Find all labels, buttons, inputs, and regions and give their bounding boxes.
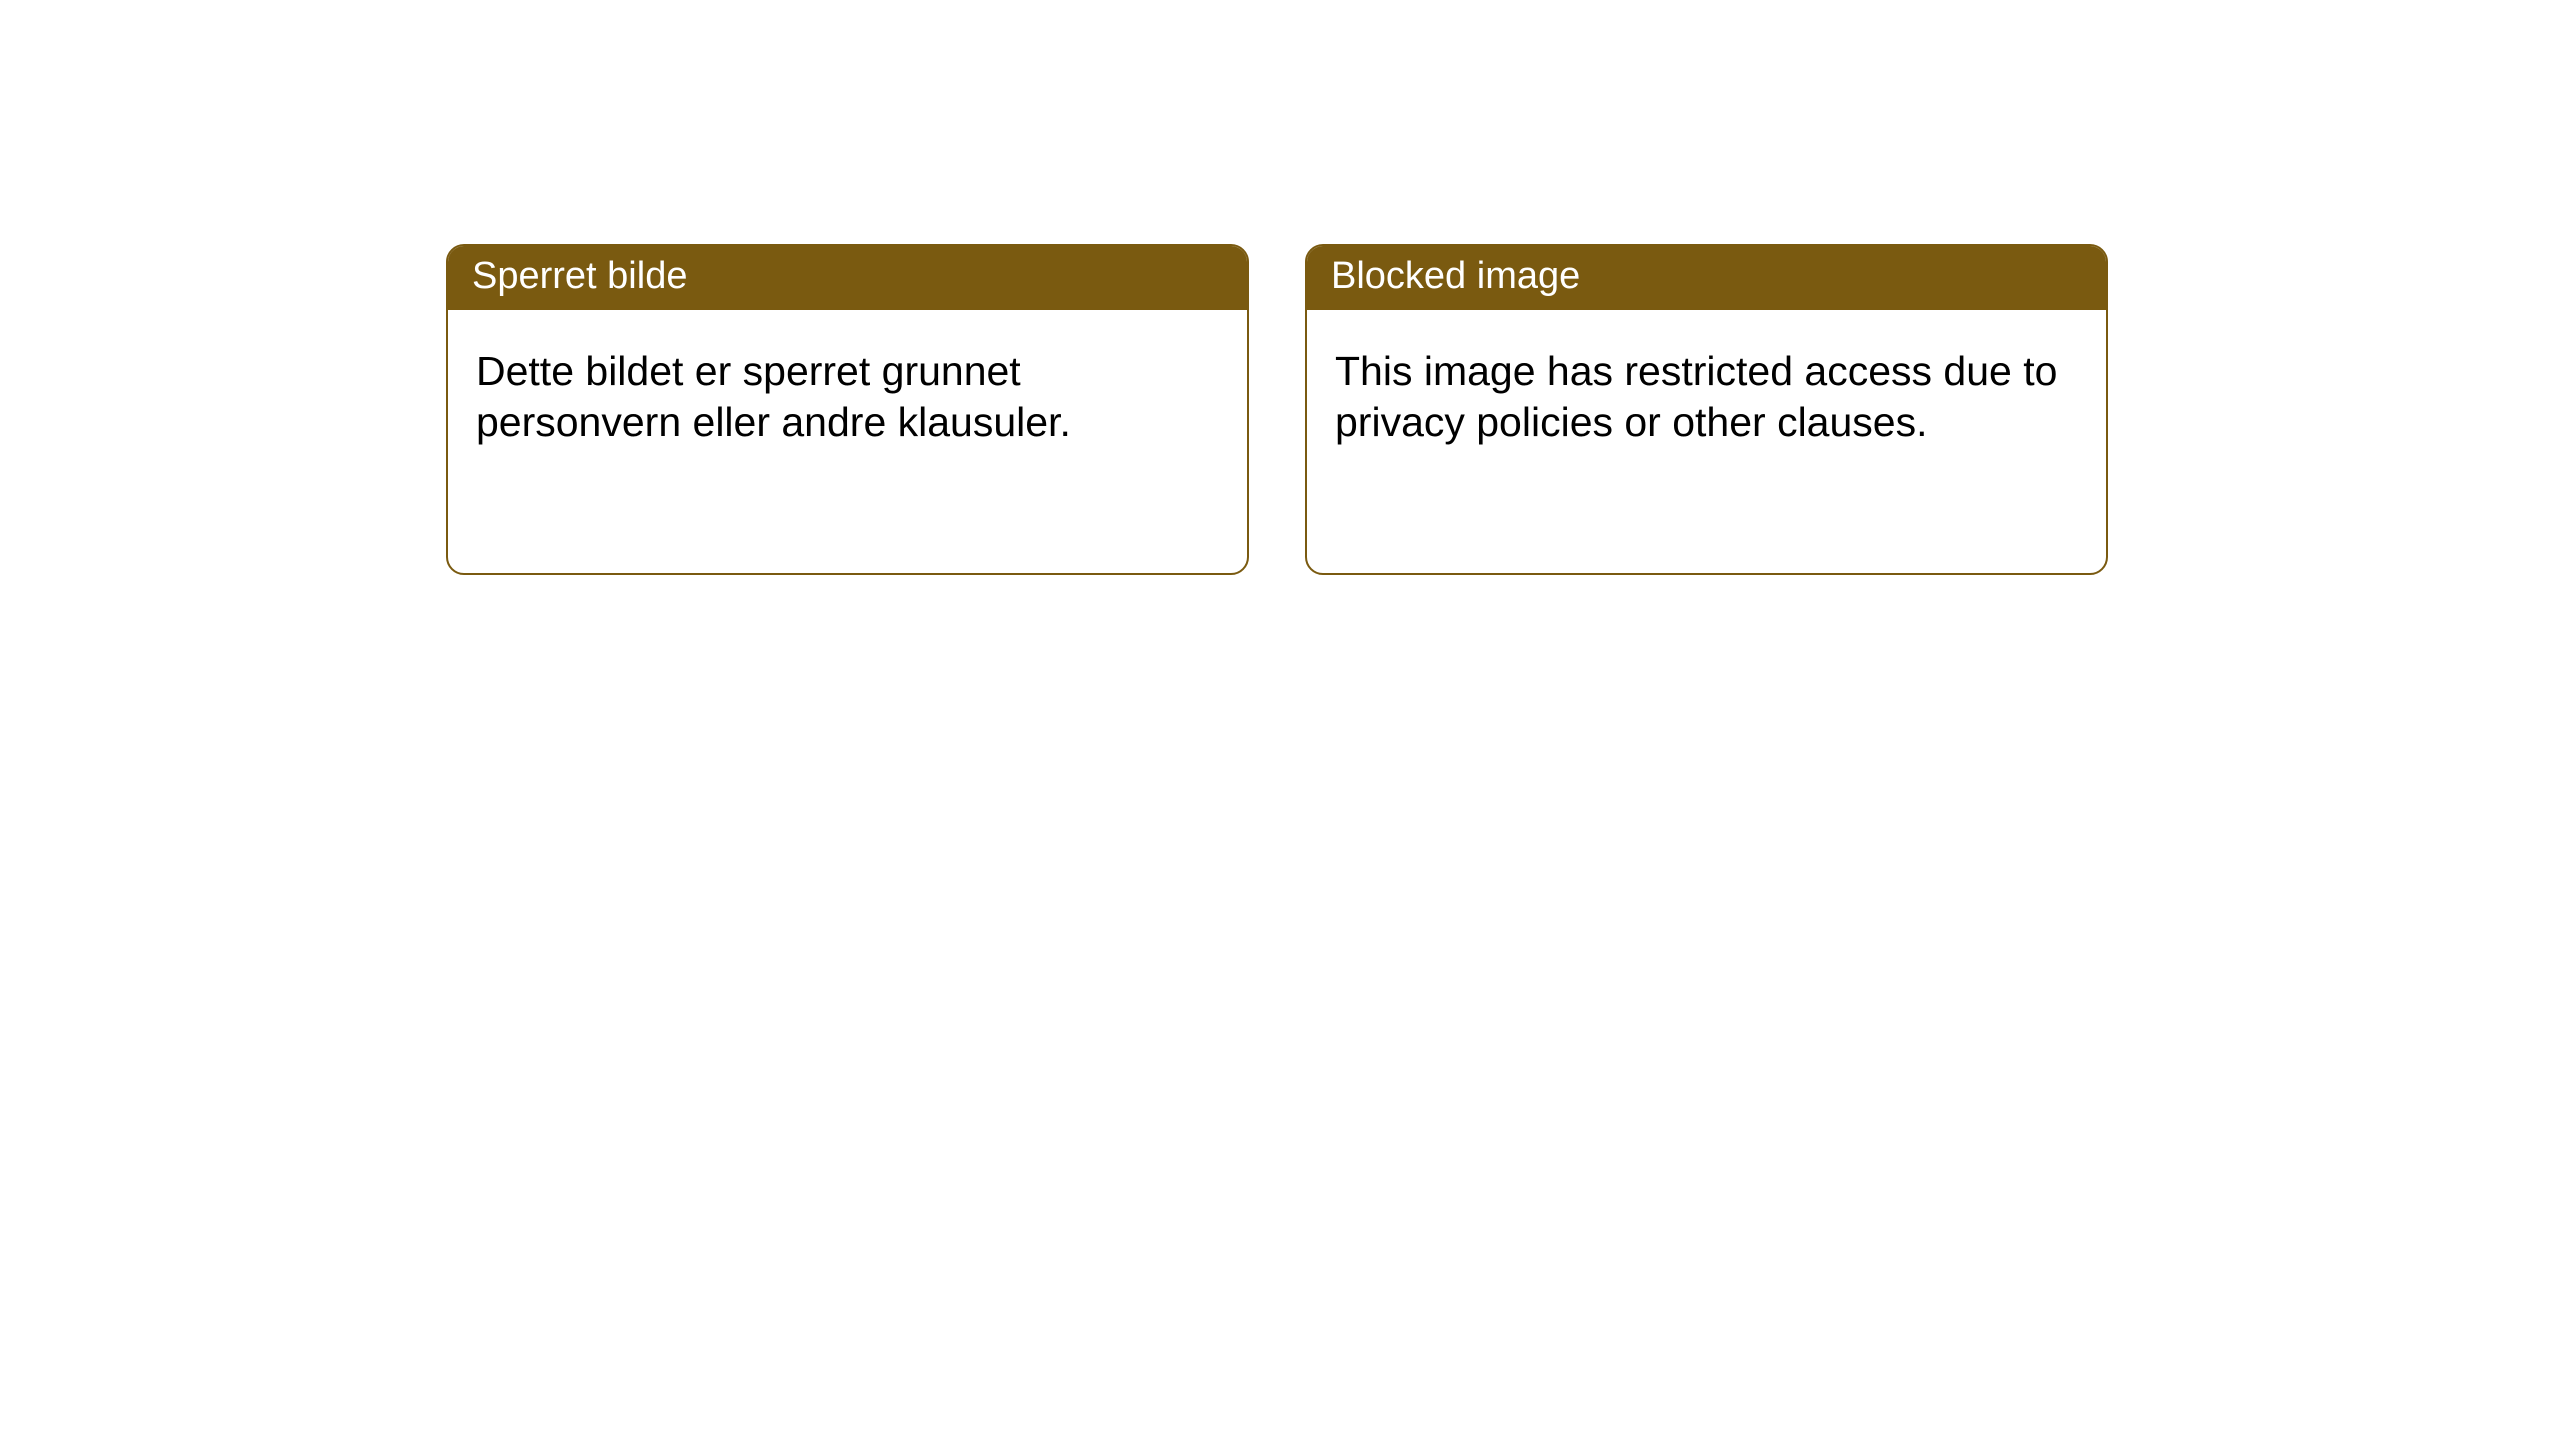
notice-container: Sperret bilde Dette bildet er sperret gr… (446, 244, 2108, 575)
notice-title-english: Blocked image (1307, 246, 2106, 310)
notice-card-english: Blocked image This image has restricted … (1305, 244, 2108, 575)
notice-body-english: This image has restricted access due to … (1307, 310, 2106, 485)
notice-title-norwegian: Sperret bilde (448, 246, 1247, 310)
notice-card-norwegian: Sperret bilde Dette bildet er sperret gr… (446, 244, 1249, 575)
notice-body-norwegian: Dette bildet er sperret grunnet personve… (448, 310, 1247, 485)
